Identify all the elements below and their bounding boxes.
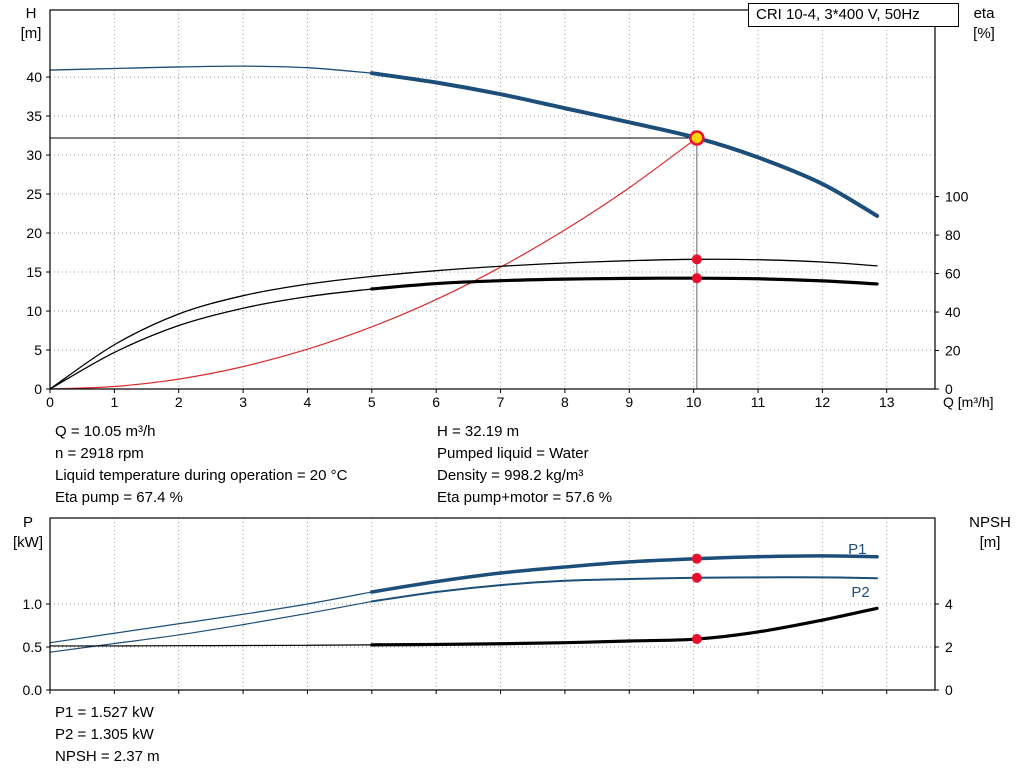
- hq-chart-svg: 0 1 2 3 4 5 6 7 8 9 10 11 12 130510152025303540020406…: [21, 5, 996, 410]
- y-left-tick-label: 25: [26, 186, 42, 202]
- pump-curve-thin: [49, 65, 373, 74]
- eta-pump-motor-curve: [370, 276, 879, 291]
- x-tick-label: 1: [110, 394, 118, 410]
- p1-curve: [370, 554, 879, 594]
- y-left-tick-label: 40: [26, 69, 42, 85]
- y-left-tick-label: 10: [26, 303, 42, 319]
- eta-pump-motor-point: [691, 273, 702, 284]
- npsh-readout: NPSH = 2.37 m: [55, 748, 160, 765]
- y-left-tick-label: 35: [26, 108, 42, 124]
- x-tick-label: 5: [368, 394, 376, 410]
- eta-pump-readout: Eta pump = 67.4 %: [55, 489, 183, 506]
- x-tick-label: 12: [815, 394, 831, 410]
- y-left-tick-label: 15: [26, 264, 42, 280]
- y-left-tick-label: 20: [26, 225, 42, 241]
- y-right-tick-label: 40: [945, 304, 961, 320]
- p2-readout: P2 = 1.305 kW: [55, 726, 154, 743]
- hq-chart: 0 1 2 3 4 5 6 7 8 9 10 11 12 13 0 5 10 15 20 25 30 35 40 0 20 40 6…: [21, 5, 996, 410]
- speed-readout: n = 2918 rpm: [55, 445, 144, 462]
- density-readout: Density = 998.2 kg/m³: [437, 467, 584, 484]
- p2-curve-thin: [49, 600, 373, 653]
- right-axis-title: [m]: [980, 534, 1001, 551]
- duty-point[interactable]: [689, 130, 705, 146]
- pump-curve: [369, 71, 880, 218]
- y-right-tick-label: 100: [945, 189, 969, 205]
- y-right-tick-label: 0: [945, 381, 953, 397]
- left-axis-title: P: [23, 514, 33, 531]
- eta-pump-curve: [49, 258, 878, 390]
- p2-curve: [370, 576, 879, 603]
- plot-border: [49, 9, 936, 390]
- power-npsh-chart-svg: 0.0 0.5 1.0 0 2 4 P [kW] NPSH [m] P1 P2: [13, 514, 1011, 698]
- p1-point: [691, 553, 702, 564]
- operating-point-details-right: H = 32.19 m Pumped liquid = Water Densit…: [437, 421, 612, 509]
- x-tick-label: 3: [239, 394, 247, 410]
- y-right-tick-label: 20: [945, 343, 961, 359]
- npsh-point: [691, 634, 702, 645]
- x-tick-label: 2: [175, 394, 183, 410]
- left-axis-title: H: [26, 5, 37, 22]
- flow-readout: Q = 10.05 m³/h: [55, 423, 156, 440]
- system-curve: [49, 137, 698, 390]
- x-tick-label: 0: [46, 394, 54, 410]
- eta-pump-motor-curve-thin: [49, 288, 373, 390]
- power-npsh-chart: 0.0 0.5 1.0 0 2 4 P [kW] NPSH [m] P1 P2: [0, 510, 1024, 707]
- y-right-tick-label: 0: [945, 682, 953, 698]
- eta-pump-motor-readout: Eta pump+motor = 57.6 %: [437, 489, 613, 506]
- y-left-tick-label: 1.0: [23, 596, 43, 612]
- p1-curve-thin: [49, 591, 373, 644]
- p2-curve-label: P2: [851, 584, 869, 601]
- p1-readout: P1 = 1.527 kW: [55, 704, 154, 721]
- x-tick-label: 9: [625, 394, 633, 410]
- pump-model-label: CRI 10-4, 3*400 V, 50Hz: [748, 3, 959, 27]
- x-tick-label: 4: [304, 394, 312, 410]
- pumped-liquid-readout: Pumped liquid = Water: [437, 445, 589, 462]
- x-tick-label: 6: [432, 394, 440, 410]
- y-right-tick-label: 4: [945, 596, 953, 612]
- x-tick-label: 10: [686, 394, 702, 410]
- right-axis-title: eta: [974, 5, 996, 22]
- right-axis-title: NPSH: [969, 514, 1011, 531]
- right-axis-title: [%]: [973, 25, 995, 42]
- y-left-tick-label: 0.0: [23, 682, 43, 698]
- liquid-temperature-readout: Liquid temperature during operation = 20…: [55, 467, 348, 484]
- y-left-tick-label: 30: [26, 147, 42, 163]
- npsh-curve-thin: [49, 644, 373, 647]
- y-right-tick-label: 2: [945, 639, 953, 655]
- head-readout: H = 32.19 m: [437, 423, 520, 440]
- x-tick-label: 8: [561, 394, 569, 410]
- left-axis-title: [kW]: [13, 534, 43, 551]
- operating-point-details-left: Q = 10.05 m³/h n = 2918 rpm Liquid tempe…: [55, 421, 347, 509]
- x-tick-label: 11: [751, 394, 766, 410]
- y-right-tick-label: 60: [945, 266, 961, 282]
- eta-pump-point: [691, 254, 702, 265]
- x-tick-label: 7: [497, 394, 505, 410]
- power-readouts: P1 = 1.527 kW P2 = 1.305 kW NPSH = 2.37 …: [55, 702, 160, 768]
- p2-point: [691, 572, 702, 583]
- left-axis-title: [m]: [21, 25, 42, 42]
- npsh-curve: [370, 606, 879, 647]
- x-axis-title: Q [m³/h]: [943, 394, 994, 410]
- y-right-tick-label: 80: [945, 227, 961, 243]
- y-left-tick-label: 0: [34, 381, 42, 397]
- x-tick-label: 13: [879, 394, 895, 410]
- y-left-tick-label: 5: [34, 342, 42, 358]
- y-left-tick-label: 0.5: [23, 639, 43, 655]
- p1-curve-label: P1: [848, 541, 866, 558]
